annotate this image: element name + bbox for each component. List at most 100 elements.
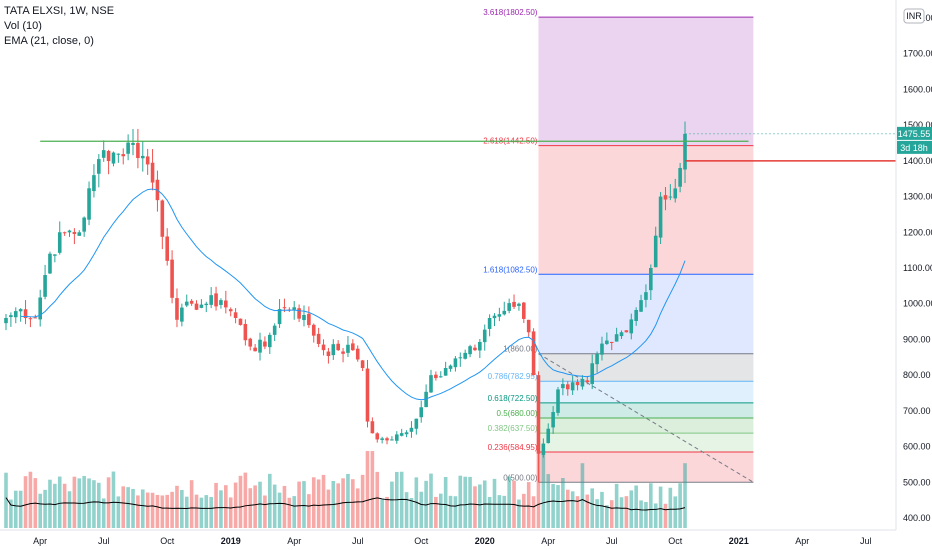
volume-bar: [175, 485, 179, 528]
volume-bar: [272, 484, 277, 528]
time-tick-label: Jul: [606, 536, 618, 546]
volume-bar: [438, 493, 443, 528]
candle-body: [561, 384, 565, 389]
candle-body: [649, 268, 653, 291]
candle-body: [399, 433, 404, 436]
candle-body: [341, 351, 345, 354]
volume-bar: [390, 481, 394, 528]
fib-label-0.236: 0.236(584.95): [488, 443, 538, 452]
candle-body: [326, 351, 331, 357]
time-axis[interactable]: Apr Jul Oct 2019 Apr Jul Oct 2020 Apr Jul Oct 2021 A…: [33, 536, 871, 546]
last-price-value: 1475.55: [898, 129, 931, 139]
currency-badge[interactable]: INR: [903, 8, 925, 24]
volume-bar: [238, 475, 243, 528]
countdown-value: 3d 18h: [900, 143, 928, 153]
candle-body: [653, 235, 658, 268]
volume-bar: [673, 496, 678, 528]
candle-body: [351, 343, 355, 351]
volume-bar: [155, 494, 160, 528]
candle-body: [92, 175, 96, 192]
candle-body: [565, 384, 570, 390]
candle-body: [302, 314, 306, 321]
volume-bar: [399, 471, 404, 528]
candle-body: [663, 195, 668, 200]
volume-bar: [385, 496, 389, 528]
fib-zone-0.618: [538, 402, 754, 418]
candle-body: [580, 378, 585, 387]
candle-body: [605, 340, 609, 344]
volume-bar: [116, 496, 121, 528]
candle-body: [57, 232, 62, 253]
candle-body: [311, 324, 316, 336]
candle-body: [502, 310, 507, 315]
volume-bar: [111, 471, 116, 528]
volume-bar: [590, 488, 594, 528]
volume-bar: [131, 488, 135, 528]
time-tick-label: Jul: [352, 536, 364, 546]
volume-bar: [522, 493, 526, 528]
volume-bar: [624, 496, 629, 528]
volume-bar: [370, 451, 375, 528]
candle-body: [556, 389, 560, 413]
price-axis[interactable]: 400.00 500.00 600.00 700.00 800.00 900.00 1000…: [903, 13, 932, 523]
volume-bar: [649, 483, 653, 528]
volume-bar: [292, 496, 297, 528]
price-tick-label: 1700.00: [903, 49, 932, 59]
fib-extension-tool[interactable]: 0(500.00) 0.236(584.95) 0.382(637.50) 0.5(6…: [483, 8, 754, 483]
volume-bar: [43, 489, 47, 528]
volume-bar: [297, 481, 301, 528]
candle-body: [321, 344, 326, 351]
candle-body: [448, 365, 453, 369]
volume-bar: [639, 500, 643, 528]
candle-body: [243, 323, 248, 341]
candle-body: [517, 303, 521, 306]
candle-body: [277, 309, 282, 325]
candle-body: [238, 318, 243, 325]
candle-body: [4, 318, 8, 324]
volume-ma-line: [5, 497, 686, 511]
volume-bar: [355, 488, 360, 528]
volume-bar: [57, 476, 62, 528]
volume-bar: [526, 482, 531, 528]
candle-body: [507, 303, 511, 311]
time-tick-label: Apr: [541, 536, 555, 546]
time-tick-label: Jul: [860, 536, 872, 546]
price-tick-label: 400.00: [903, 513, 931, 523]
candle-body: [62, 232, 67, 234]
volume-bar: [97, 482, 101, 528]
candle-body: [551, 412, 555, 428]
volume-bar: [463, 476, 467, 528]
candle-body: [526, 319, 531, 333]
volume-bar: [458, 475, 463, 528]
time-tick-label: Apr: [33, 536, 47, 546]
candle-body: [658, 196, 663, 238]
candle-body: [150, 162, 155, 183]
volume-bar: [556, 485, 560, 528]
countdown-tag: 3d 18h: [897, 140, 932, 154]
volume-bar: [570, 491, 575, 528]
candle-body: [434, 374, 438, 379]
volume-bar: [92, 480, 96, 528]
volume-bar: [517, 499, 521, 528]
volume-bar: [497, 495, 502, 528]
volume-bar: [595, 499, 599, 528]
candle-body: [18, 309, 23, 312]
candle-body: [546, 428, 551, 444]
time-tick-label: Oct: [160, 536, 175, 546]
candle-body: [165, 236, 170, 261]
volume-bar: [219, 490, 223, 528]
candle-body: [136, 143, 140, 159]
volume-bar: [87, 478, 91, 528]
candle-body: [395, 434, 399, 441]
volume-bar: [644, 502, 648, 528]
volume-bar: [609, 500, 614, 528]
candle-body: [175, 298, 179, 320]
symbol-title: TATA ELXSI, 1W, NSE: [4, 5, 115, 17]
candle-body: [336, 343, 340, 351]
candle-body: [639, 300, 643, 312]
candle-body: [214, 293, 218, 307]
time-tick-label: Oct: [668, 536, 683, 546]
price-tick-label: 700.00: [903, 406, 931, 416]
volume-bar: [429, 473, 433, 528]
